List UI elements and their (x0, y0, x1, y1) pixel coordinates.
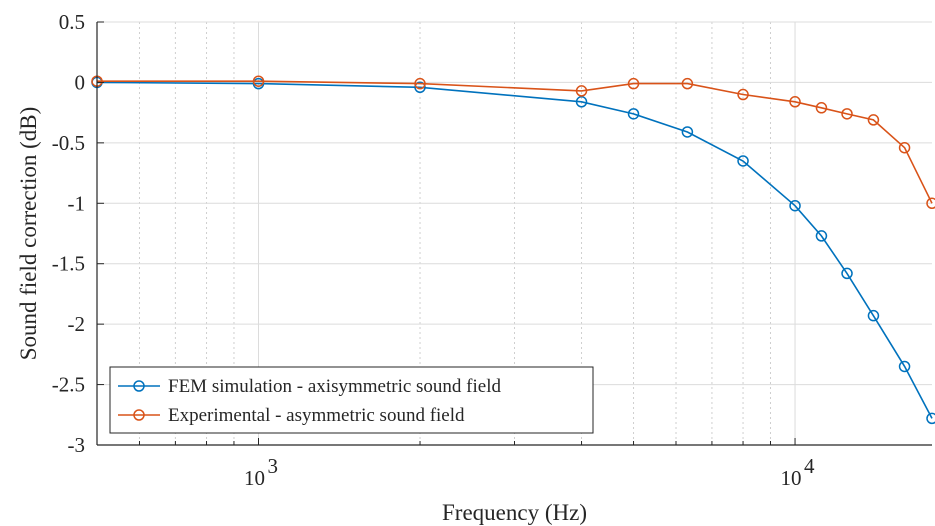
series-1-marker (414, 81, 426, 94)
series-2-marker (898, 141, 911, 154)
y-tick-label: -2.5 (52, 373, 85, 397)
y-tick-label: 0 (75, 70, 86, 94)
series-2-marker (841, 108, 853, 120)
x-tick-label: 10 (244, 466, 265, 490)
series-1-marker (789, 199, 801, 212)
y-tick-label: -1.5 (52, 252, 85, 276)
series-2-marker (789, 96, 801, 108)
legend-box (109, 366, 594, 434)
x-tick-label: 10 (781, 466, 802, 490)
y-tick-label: 0.5 (59, 10, 85, 34)
series-1-marker (841, 267, 853, 280)
series-line-1 (96, 81, 933, 419)
legend-label-2: Experimental - asymmetric sound field (168, 405, 465, 426)
series-1-marker (815, 230, 828, 242)
y-axis-label: Sound field correction (dB) (16, 107, 41, 361)
y-tick-label: -2 (68, 312, 86, 336)
y-tick-label: -3 (68, 433, 86, 457)
y-tick-label: -0.5 (52, 131, 85, 155)
series-2-marker (926, 197, 935, 210)
x-tick-exponent: 4 (804, 454, 815, 478)
legend-marker-2 (133, 409, 145, 421)
axes-frame (96, 21, 932, 446)
series-1-marker (681, 126, 694, 138)
series-2-marker (414, 77, 426, 90)
legend-marker-1 (133, 380, 145, 392)
series-line-2 (97, 80, 933, 204)
series-1-marker (898, 360, 911, 373)
series-1-marker (737, 155, 749, 167)
series-2-marker (681, 77, 694, 90)
series-2-marker (867, 114, 880, 126)
y-tick-label: -1 (68, 191, 86, 215)
legend-label-1: FEM simulation - axisymmetric sound fiel… (168, 376, 501, 397)
series-1-marker (926, 412, 935, 425)
series-2-marker (627, 77, 640, 90)
tick-labels: 0.50-0.5-1-1.5-2-2.5-310 3 10 4 (52, 10, 815, 490)
grid (96, 21, 932, 446)
series-1-marker (575, 96, 588, 108)
legend: FEM simulation - axisymmetric sound fiel… (109, 366, 594, 434)
x-tick-exponent: 3 (268, 454, 279, 478)
series-1-marker (627, 108, 640, 120)
series-2-marker (815, 102, 828, 114)
series-2-marker (252, 75, 265, 87)
series-2-marker (575, 85, 588, 97)
series-1-marker (867, 309, 880, 322)
series-2-marker (737, 88, 749, 101)
x-axis-label: Frequency (Hz) (442, 500, 587, 525)
